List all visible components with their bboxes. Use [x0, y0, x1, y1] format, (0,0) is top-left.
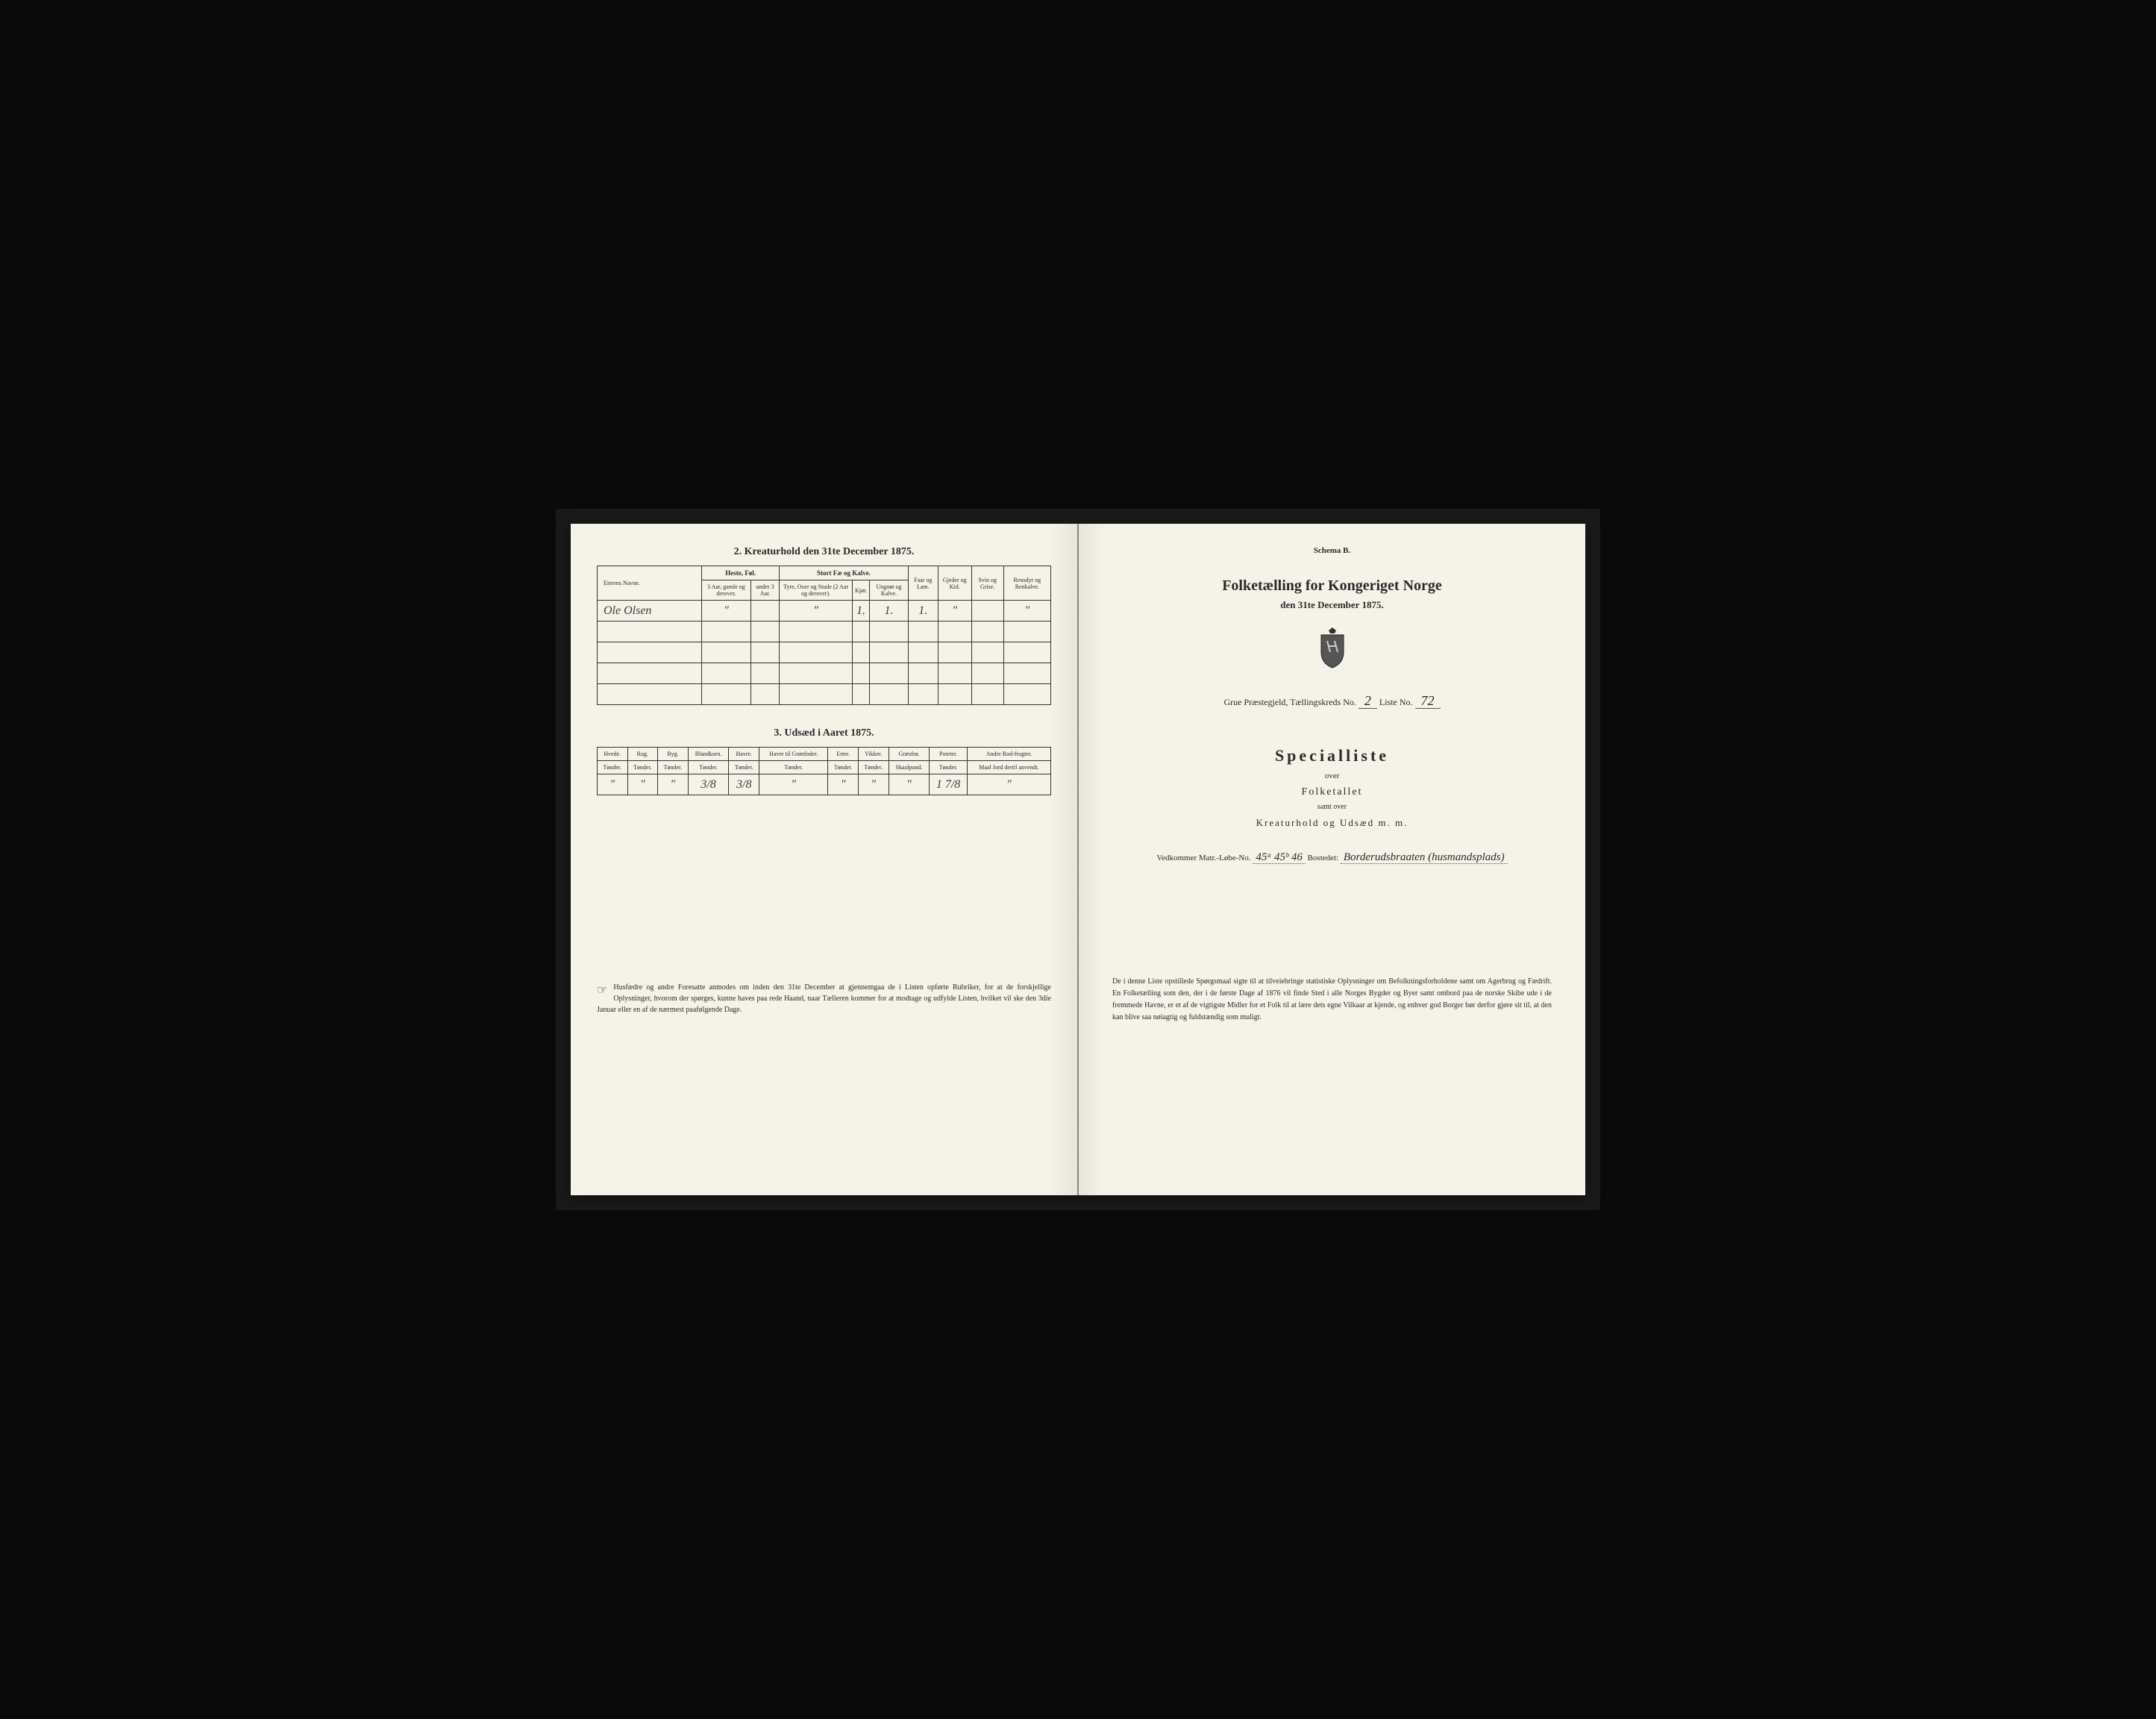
liste-prefix: Liste No. [1379, 697, 1413, 707]
table-row [598, 663, 1051, 684]
th-unit: Tønder. [688, 761, 729, 774]
cell-vikker: " [858, 774, 889, 795]
th-unit: Tønder. [598, 761, 628, 774]
footnote-text: Husfædre og andre Foresatte anmodes om i… [597, 983, 1051, 1014]
th-unit: Tønder. [759, 761, 828, 774]
pointing-hand-icon: ☞ [597, 982, 607, 1000]
th-unit-andre: Maal Jord dertil anvendt. [967, 761, 1050, 774]
th-svin: Svin og Grise. [971, 566, 1003, 601]
cell-andre: " [967, 774, 1050, 795]
th-bland: Blandkorn. [688, 748, 729, 761]
table-udsaed: Hvede. Rug. Byg. Blandkorn. Havre. Havre… [597, 747, 1051, 795]
footnote: ☞ Husfædre og andre Foresatte anmodes om… [597, 982, 1051, 1015]
table-row [598, 684, 1051, 705]
cell-s3: 1. [870, 601, 909, 621]
th-owner: Eierens Navne. [598, 566, 702, 601]
th-havretil: Havre til Grønfoder. [759, 748, 828, 761]
cell-erter: " [828, 774, 859, 795]
th-vikker: Vikker. [858, 748, 889, 761]
special-over: over [1105, 771, 1559, 780]
th-unit: Tønder. [930, 761, 968, 774]
special-samt: samt over [1105, 803, 1559, 811]
th-andre: Andre Rod-frugter. [967, 748, 1050, 761]
special-kreatur: Kreaturhold og Udsæd m. m. [1105, 817, 1559, 829]
cell-s1: " [780, 601, 853, 621]
th-unit: Tønder. [729, 761, 759, 774]
cell-h2 [750, 601, 779, 621]
special-title: Specialliste [1105, 746, 1559, 765]
th-unit-graes: Skaalpund. [889, 761, 930, 774]
district-prefix: Grue Præstegjeld, Tællingskreds No. [1223, 697, 1356, 707]
bottom-text: De i denne Liste opstillede Spørgsmaal s… [1105, 976, 1559, 1024]
cell-svin [971, 601, 1003, 621]
cell-s2: 1. [852, 601, 869, 621]
cell-graes: " [889, 774, 930, 795]
cell-faar: 1. [908, 601, 938, 621]
th-h2: under 3 Aar. [750, 580, 779, 601]
cell-owner: Ole Olsen [598, 601, 702, 621]
cell-hvede: " [598, 774, 628, 795]
th-ren: Rensdyr og Renkalve. [1003, 566, 1050, 601]
document-viewer: 2. Kreaturhold den 31te December 1875. E… [556, 509, 1600, 1210]
th-hvede: Hvede. [598, 748, 628, 761]
section3-title: 3. Udsæd i Aaret 1875. [597, 727, 1051, 739]
th-rug: Rug. [627, 748, 658, 761]
table-row [598, 621, 1051, 642]
th-faar: Faar og Lam. [908, 566, 938, 601]
book-spread: 2. Kreaturhold den 31te December 1875. E… [571, 524, 1585, 1195]
cell-ren: " [1003, 601, 1050, 621]
district-line: Grue Præstegjeld, Tællingskreds No. 2 Li… [1105, 693, 1559, 709]
special-folketallet: Folketallet [1105, 786, 1559, 798]
cell-gjed: " [938, 601, 971, 621]
th-heste: Heste, Føl. [702, 566, 780, 580]
left-page: 2. Kreaturhold den 31te December 1875. E… [571, 524, 1079, 1195]
cell-poteter: 1 7/8 [930, 774, 968, 795]
schema-label: Schema B. [1105, 546, 1559, 555]
th-gjed: Gjeder og Kid. [938, 566, 971, 601]
cell-rug: " [627, 774, 658, 795]
th-erter: Erter. [828, 748, 859, 761]
th-s2: Kjør. [852, 580, 869, 601]
th-unit: Tønder. [828, 761, 859, 774]
cell-havretil: " [759, 774, 828, 795]
table-row [598, 642, 1051, 663]
th-poteter: Poteter. [930, 748, 968, 761]
right-page: Schema B. Folketælling for Kongeriget No… [1079, 524, 1585, 1195]
th-s1: Tyre, Oxer og Stude (2 Aar og derover). [780, 580, 853, 601]
table-row: Ole Olsen " " 1. 1. 1. " " [598, 601, 1051, 621]
liste-no: 72 [1415, 693, 1441, 709]
th-h1: 3 Aar, gamle og derover. [702, 580, 751, 601]
vedkommer-line: Vedkommer Matr.-Løbe-No. 45ᵃ 45ᵇ 46 Bost… [1105, 851, 1559, 864]
table-row: " " " 3/8 3/8 " " " " 1 7/8 " [598, 774, 1051, 795]
th-unit: Tønder. [858, 761, 889, 774]
th-graes: Græsfrø. [889, 748, 930, 761]
cell-h1: " [702, 601, 751, 621]
coat-of-arms-icon [1105, 626, 1559, 674]
th-havre: Havre. [729, 748, 759, 761]
vedkommer-prefix: Vedkommer Matr.-Løbe-No. [1156, 854, 1250, 862]
th-unit: Tønder. [658, 761, 689, 774]
cell-byg: " [658, 774, 689, 795]
th-byg: Byg. [658, 748, 689, 761]
th-s3: Ungnøt og Kalve. [870, 580, 909, 601]
bosted-name: Borderudsbraaten (husmandsplads) [1341, 851, 1508, 864]
bosted-prefix: Bostedet: [1308, 854, 1339, 862]
main-title: Folketælling for Kongeriget Norge [1105, 577, 1559, 595]
section2-title: 2. Kreaturhold den 31te December 1875. [597, 546, 1051, 558]
th-stort: Stort Fæ og Kalve. [780, 566, 909, 580]
subtitle: den 31te December 1875. [1105, 599, 1559, 611]
th-unit: Tønder. [627, 761, 658, 774]
district-kreds: 2 [1359, 693, 1377, 709]
matr-no: 45ᵃ 45ᵇ 46 [1253, 851, 1306, 864]
cell-bland: 3/8 [688, 774, 729, 795]
cell-havre: 3/8 [729, 774, 759, 795]
table-kreaturhold: Eierens Navne. Heste, Føl. Stort Fæ og K… [597, 566, 1051, 705]
